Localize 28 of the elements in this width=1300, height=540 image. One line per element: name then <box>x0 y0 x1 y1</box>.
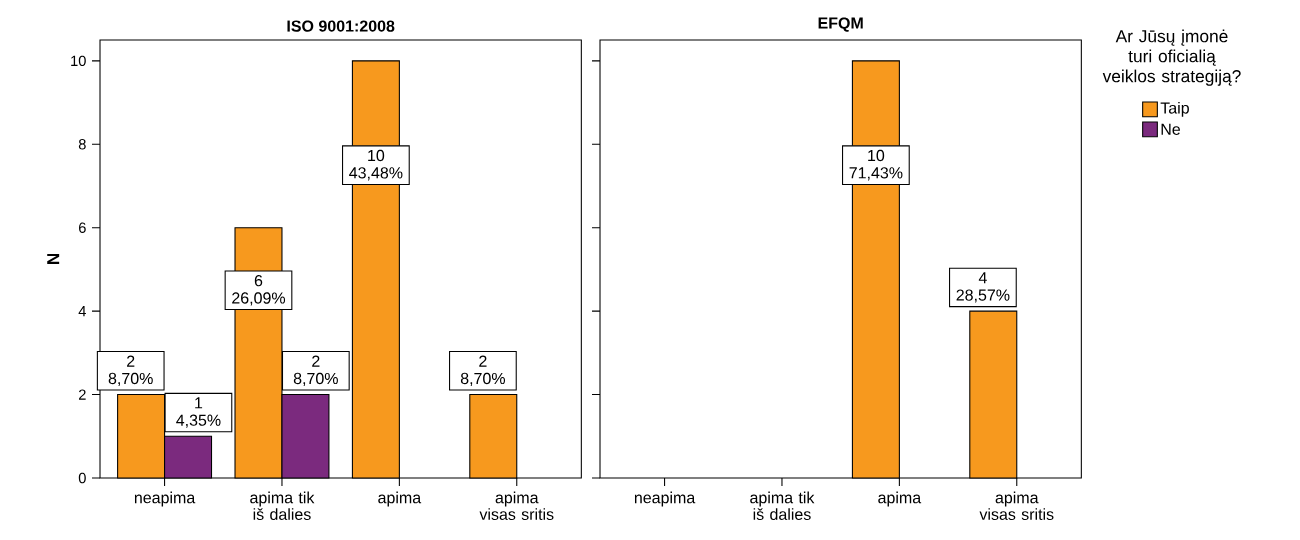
x-tick-label: apima <box>378 491 422 507</box>
y-tick-label: 8 <box>78 139 86 150</box>
legend-label: Taip <box>1160 101 1189 117</box>
x-tick-label: apima visas sritis <box>479 491 554 521</box>
data-label: 10 71,43% <box>849 149 903 181</box>
x-tick-label: apima <box>878 491 922 507</box>
y-tick-label: 2 <box>78 389 86 400</box>
data-label: 2 8,70% <box>460 355 505 387</box>
legend-title: Ar Jūsų įmonė turi oficialią veiklos strategiją? <box>1102 29 1241 86</box>
data-label: 2 8,70% <box>293 355 338 387</box>
y-tick-label: 4 <box>78 306 86 317</box>
chart-title: ISO 9001:2008 <box>287 20 395 32</box>
y-tick-label: 6 <box>79 222 86 233</box>
data-label: 2 8,70% <box>108 355 153 387</box>
legend-label: Ne <box>1161 123 1180 135</box>
x-tick-label: neapima <box>134 491 196 507</box>
data-label: 4 28,57% <box>956 272 1010 303</box>
x-tick-label: apima visas sritis <box>979 491 1054 521</box>
x-tick-label: apima tik iš dalies <box>750 491 815 521</box>
x-tick-label: apima tik iš dalies <box>250 491 315 521</box>
data-label: 1 4,35% <box>176 397 221 428</box>
y-axis-title: N <box>47 253 60 265</box>
data-label: 10 43,48% <box>349 149 403 181</box>
chart-title: EFQM <box>818 17 863 32</box>
y-tick-label: 0 <box>78 472 86 484</box>
x-tick-label: neapima <box>634 491 696 507</box>
data-label: 6 26,09% <box>232 275 286 306</box>
y-tick-label: 10 <box>71 55 86 67</box>
